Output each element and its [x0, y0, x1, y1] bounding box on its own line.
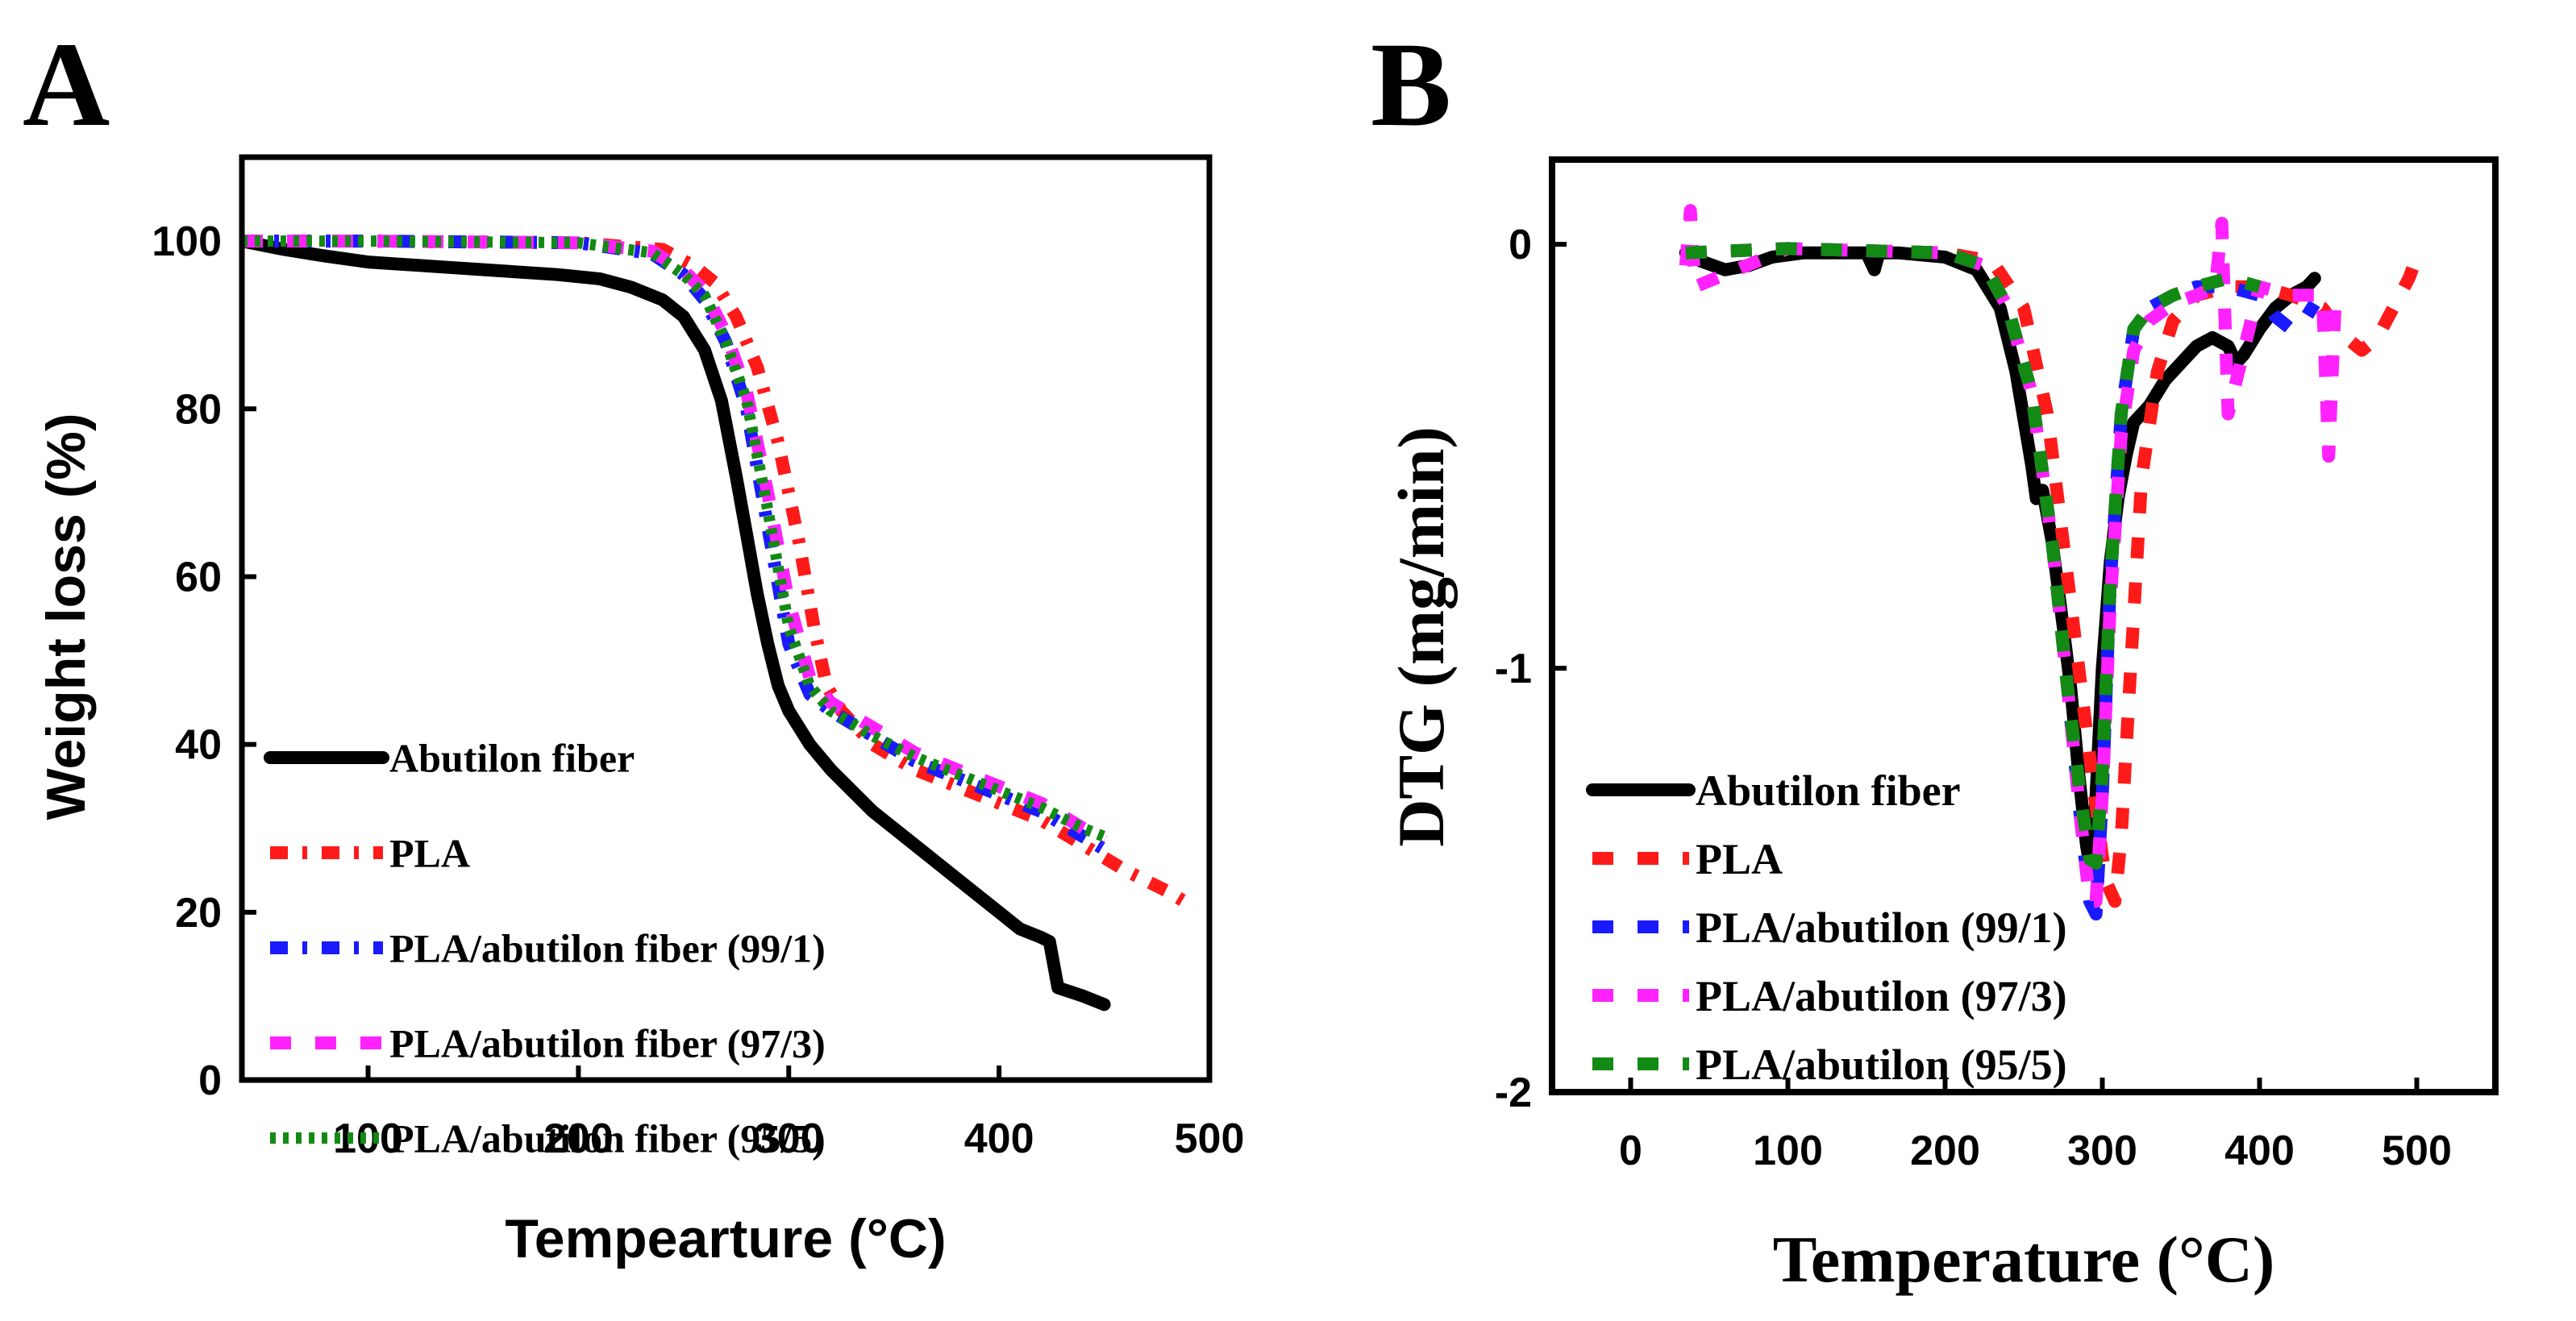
legend-label-pla991: PLA/abutilon (99/1) [1696, 904, 2067, 952]
chart-b-ticks: 0 100 200 300 400 500 0 -1 -2 [1495, 222, 2452, 1174]
legend-label-pla: PLA [1696, 835, 1783, 883]
x-tick-label: 0 [1619, 1128, 1642, 1174]
x-tick-label: 300 [754, 1115, 824, 1162]
chart-b-x-axis-label: Temperature (°C) [1773, 1223, 2275, 1296]
x-tick-label: 100 [333, 1115, 403, 1162]
series-line-pla991 [242, 235, 1108, 855]
y-tick-label: -2 [1495, 1070, 1532, 1116]
series-line-pla [242, 235, 1192, 910]
chart-a-plot-frame [239, 154, 1213, 1083]
legend-label-pla991: PLA/abutilon fiber (99/1) [389, 926, 826, 971]
chart-b-dtg: 0 100 200 300 400 500 0 -1 -2 Temperature (°C) D… [1384, 156, 2499, 1296]
legend-label-abutilon: Abutilon fiber [389, 736, 635, 781]
legend-label-pla955: PLA/abutilon (95/5) [1696, 1041, 2067, 1089]
series-line-pla955 [242, 235, 1107, 842]
x-tick-label: 200 [543, 1115, 614, 1162]
y-tick-label: 40 [175, 722, 222, 769]
series-line-pla955 [1685, 242, 2262, 870]
x-tick-label: 300 [2067, 1128, 2137, 1174]
y-tick-label: 100 [152, 218, 222, 265]
y-tick-label: 0 [1509, 222, 1532, 268]
chart-b-y-axis-label: DTG (mg/min) [1384, 426, 1458, 847]
chart-b-plot-frame [1549, 156, 2499, 1095]
chart-a-x-axis-label: Tempearture (°C) [505, 1208, 946, 1269]
series-line-abutilon [242, 235, 1111, 1012]
y-tick-label: 80 [175, 386, 222, 433]
panel-label-a: A [23, 18, 110, 152]
legend-label-pla: PLA [389, 831, 470, 876]
x-tick-label: 500 [1175, 1115, 1245, 1162]
chart-b-series [1679, 204, 2424, 921]
x-tick-label: 400 [964, 1115, 1034, 1162]
chart-a-legend: Abutilon fiber PLA PLA/abutilon fiber (99/… [264, 736, 826, 1161]
x-tick-label: 200 [1910, 1128, 1980, 1174]
x-tick-label: 400 [2224, 1128, 2295, 1174]
legend-label-pla973: PLA/abutilon fiber (97/3) [389, 1021, 826, 1066]
legend-label-pla955: PLA/abutilon fiber (95/5) [389, 1116, 826, 1161]
y-tick-label: -1 [1495, 646, 1532, 692]
x-tick-label: 100 [1753, 1128, 1823, 1174]
x-tick-label: 500 [2382, 1128, 2452, 1174]
chart-a-series [242, 235, 1192, 1012]
chart-a-y-axis-label: Weight loss (%) [35, 413, 97, 820]
legend-label-abutilon: Abutilon fiber [1696, 766, 1961, 815]
chart-a-weight-loss: 100 200 300 400 500 0 20 40 60 80 100 Tempearture … [35, 154, 1244, 1269]
series-line-pla973 [242, 235, 1108, 847]
y-tick-label: 20 [175, 890, 222, 937]
y-tick-label: 0 [198, 1057, 222, 1104]
chart-b-legend: Abutilon fiber PLA PLA/abutilon (99/1) PLA/… [1586, 766, 2067, 1089]
series-line-pla [1685, 242, 2424, 908]
panel-label-b: B [1371, 18, 1451, 152]
y-tick-label: 60 [175, 554, 222, 600]
chart-a-ticks: 100 200 300 400 500 0 20 40 60 80 100 [152, 218, 1244, 1162]
legend-label-pla973: PLA/abutilon (97/3) [1696, 972, 2067, 1020]
